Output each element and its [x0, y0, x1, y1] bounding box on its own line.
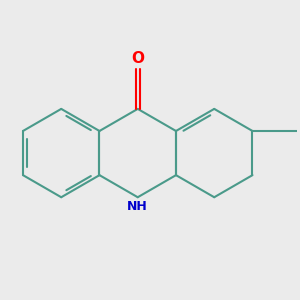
Text: NH: NH	[128, 200, 148, 213]
Text: O: O	[131, 51, 144, 66]
